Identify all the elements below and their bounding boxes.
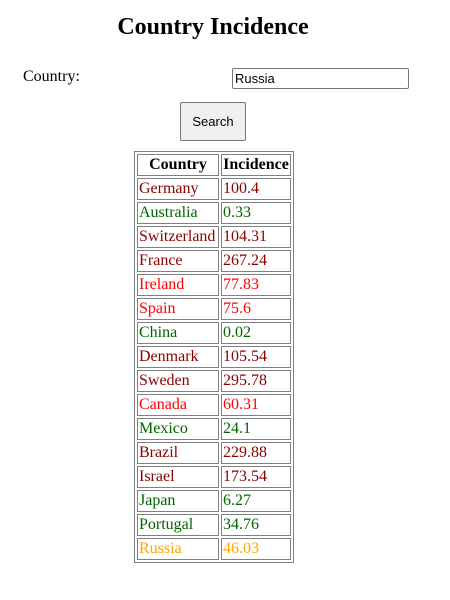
- cell-country: Mexico: [137, 418, 219, 440]
- cell-country: Switzerland: [137, 226, 219, 248]
- header-incidence: Incidence: [221, 154, 291, 176]
- table-header-row: Country Incidence: [137, 154, 291, 176]
- cell-incidence: 104.31: [221, 226, 291, 248]
- cell-country: Denmark: [137, 346, 219, 368]
- cell-country: China: [137, 322, 219, 344]
- cell-country: Sweden: [137, 370, 219, 392]
- table-row: Ireland 77.83: [137, 274, 291, 296]
- cell-incidence: 229.88: [221, 442, 291, 464]
- cell-incidence: 295.78: [221, 370, 291, 392]
- cell-incidence: 0.02: [221, 322, 291, 344]
- cell-incidence: 100.4: [221, 178, 291, 200]
- page-title: Country Incidence: [117, 14, 309, 40]
- cell-country: Ireland: [137, 274, 219, 296]
- table-body: Germany 100.4 Australia 0.33 Switzerland 104.…: [137, 178, 291, 560]
- cell-country: Brazil: [137, 442, 219, 464]
- cell-country: Germany: [137, 178, 219, 200]
- table-row: China 0.02: [137, 322, 291, 344]
- cell-incidence: 34.76: [221, 514, 291, 536]
- cell-country: Japan: [137, 490, 219, 512]
- table-row: Mexico 24.1: [137, 418, 291, 440]
- table-row: Switzerland 104.31: [137, 226, 291, 248]
- table-row: Japan 6.27: [137, 490, 291, 512]
- table-row: Denmark 105.54: [137, 346, 291, 368]
- cell-incidence: 75.6: [221, 298, 291, 320]
- cell-country: Israel: [137, 466, 219, 488]
- table-row: Australia 0.33: [137, 202, 291, 224]
- cell-incidence: 267.24: [221, 250, 291, 272]
- table-row: Sweden 295.78: [137, 370, 291, 392]
- cell-country: France: [137, 250, 219, 272]
- cell-incidence: 46.03: [221, 538, 291, 560]
- table-row: France 267.24: [137, 250, 291, 272]
- table-row: Brazil 229.88: [137, 442, 291, 464]
- cell-incidence: 173.54: [221, 466, 291, 488]
- incidence-table: Country Incidence Germany 100.4 Australia 0…: [134, 151, 294, 563]
- country-input[interactable]: [232, 68, 409, 89]
- table-row: Portugal 34.76: [137, 514, 291, 536]
- table-row: Germany 100.4: [137, 178, 291, 200]
- cell-country: Portugal: [137, 514, 219, 536]
- cell-incidence: 77.83: [221, 274, 291, 296]
- header-country: Country: [137, 154, 219, 176]
- country-label: Country:: [23, 68, 80, 85]
- table-row: Spain 75.6: [137, 298, 291, 320]
- cell-incidence: 6.27: [221, 490, 291, 512]
- cell-country: Spain: [137, 298, 219, 320]
- cell-country: Russia: [137, 538, 219, 560]
- cell-country: Canada: [137, 394, 219, 416]
- cell-incidence: 60.31: [221, 394, 291, 416]
- table-row: Russia 46.03: [137, 538, 291, 560]
- cell-incidence: 105.54: [221, 346, 291, 368]
- table-row: Canada 60.31: [137, 394, 291, 416]
- search-button[interactable]: Search: [180, 102, 246, 141]
- cell-incidence: 24.1: [221, 418, 291, 440]
- table-row: Israel 173.54: [137, 466, 291, 488]
- cell-incidence: 0.33: [221, 202, 291, 224]
- cell-country: Australia: [137, 202, 219, 224]
